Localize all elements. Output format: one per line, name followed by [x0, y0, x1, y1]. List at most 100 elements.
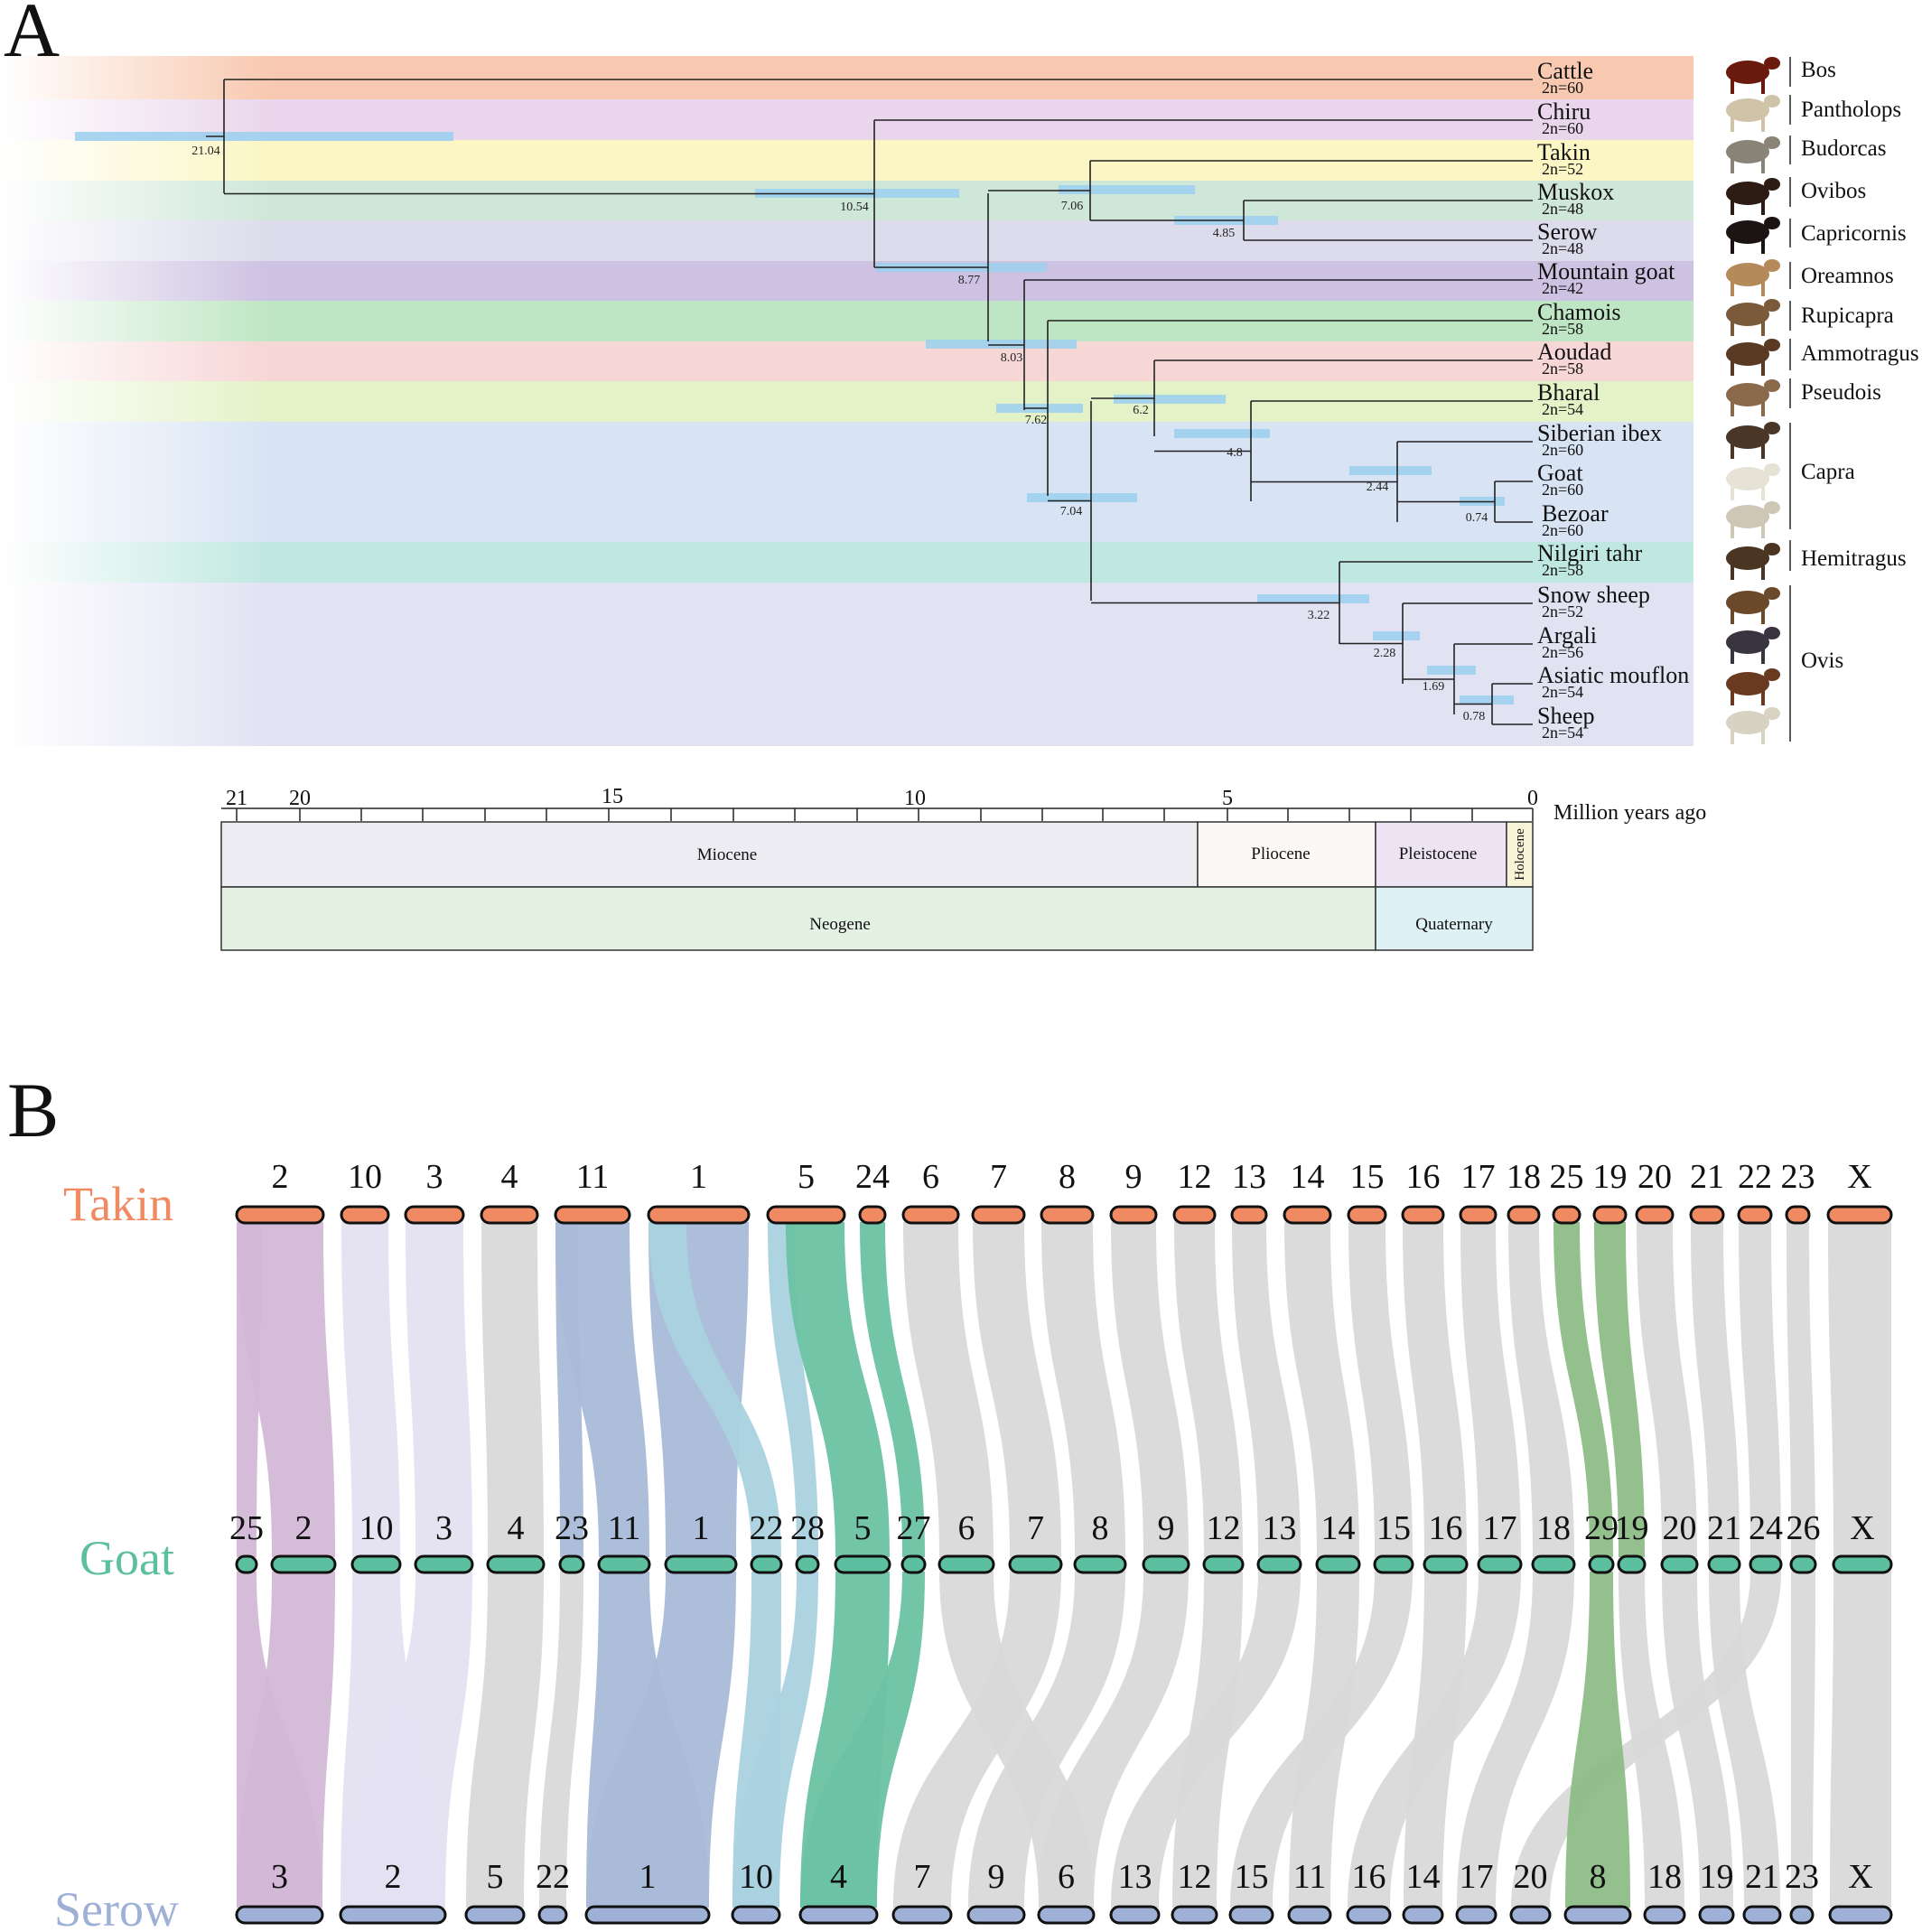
chromosome-number: 17 — [1483, 1509, 1517, 1547]
tick-15: 15 — [602, 785, 623, 808]
chromosome — [339, 1905, 447, 1925]
chromosome — [597, 1554, 651, 1574]
chromosome-number: X — [1848, 1858, 1872, 1896]
chromosome — [235, 1554, 258, 1574]
chromosome — [1315, 1554, 1361, 1574]
synteny-ribbon — [648, 1222, 781, 1557]
animal-body — [1726, 140, 1769, 163]
animal-leg — [1731, 402, 1734, 416]
synteny-ribbon — [1565, 1572, 1630, 1908]
chromosome-number: 10 — [348, 1158, 382, 1196]
animal-icon — [1726, 379, 1780, 416]
chromosome-number: X — [1850, 1509, 1874, 1547]
chromosome-number: 15 — [1350, 1158, 1385, 1196]
synteny-ribbon — [903, 1222, 994, 1557]
chromosome-number: 24 — [1749, 1509, 1783, 1547]
chromosome-number: 9 — [988, 1858, 1005, 1896]
ci-bar — [1427, 666, 1476, 675]
chromosome — [1737, 1205, 1773, 1225]
synteny-ribbon — [1739, 1222, 1781, 1557]
chromosome — [1789, 1905, 1815, 1925]
chromosome — [1402, 1905, 1444, 1925]
genus-name: Pseudois — [1801, 380, 1881, 405]
chromosome-number: 20 — [1637, 1158, 1672, 1196]
animal-head — [1764, 422, 1780, 434]
chromosome — [1785, 1205, 1811, 1225]
synteny-ribbon — [1828, 1222, 1891, 1557]
animal-leg — [1731, 79, 1734, 94]
chromosome — [464, 1905, 526, 1925]
label-neogene: Neogene — [809, 915, 871, 934]
chromosome-number: 12 — [1178, 1858, 1212, 1896]
animal-leg — [1731, 610, 1734, 624]
chromosome — [1040, 1205, 1095, 1225]
animal-leg — [1761, 565, 1765, 580]
ci-bar — [1174, 429, 1270, 438]
animal-leg — [1761, 117, 1765, 132]
node-age-label: 8.77 — [958, 274, 981, 287]
animal-body — [1726, 383, 1769, 406]
taxon-karyotype: 2n=54 — [1542, 683, 1583, 701]
animal-head — [1764, 259, 1780, 272]
synteny-ribbon — [341, 1222, 400, 1557]
animal-head — [1764, 136, 1780, 149]
node-age-label: 7.62 — [1025, 414, 1048, 427]
chromosome-number: 23 — [1785, 1858, 1819, 1896]
chromosome-number: 1 — [690, 1158, 707, 1196]
phylogenetic-tree — [206, 79, 1533, 725]
chromosome-number: 6 — [1058, 1858, 1075, 1896]
taxon-karyotype: 2n=58 — [1542, 320, 1583, 338]
chromosome — [340, 1205, 390, 1225]
chromosome — [480, 1205, 539, 1225]
tick-21: 21 — [226, 787, 247, 810]
tick-5: 5 — [1222, 787, 1233, 810]
chromosome — [798, 1905, 879, 1925]
ci-bar — [1460, 695, 1514, 705]
chromosome-number: 14 — [1291, 1158, 1325, 1196]
animal-body — [1726, 591, 1769, 614]
taxon-karyotype: 2n=60 — [1542, 481, 1583, 499]
ci-bar — [1114, 395, 1226, 404]
genus-name: Capricornis — [1801, 221, 1907, 246]
synteny-ribbon — [1457, 1572, 1574, 1908]
chromosome — [1507, 1205, 1541, 1225]
chromosome — [554, 1205, 631, 1225]
animal-icon — [1726, 501, 1780, 538]
animal-head — [1764, 707, 1780, 720]
chromosome-number: 7 — [914, 1858, 931, 1896]
chromosome-number: 15 — [1235, 1858, 1269, 1896]
period-neogene — [220, 886, 1376, 951]
chromosome — [1287, 1905, 1332, 1925]
animal-body — [1726, 630, 1769, 654]
animal-leg — [1761, 524, 1765, 538]
animal-leg — [1761, 486, 1765, 500]
chromosome-number: X — [1847, 1158, 1871, 1196]
synteny-ribbon — [237, 1222, 262, 1557]
chromosome — [1689, 1205, 1725, 1225]
chromosome — [1423, 1554, 1469, 1574]
animal-leg — [1761, 282, 1765, 296]
animal-head — [1764, 463, 1780, 476]
chromosome — [750, 1554, 783, 1574]
animal-body — [1726, 98, 1769, 122]
synteny-ribbon — [1511, 1572, 1781, 1908]
chromosome — [1008, 1554, 1063, 1574]
chromosome-number: 24 — [855, 1158, 890, 1196]
chromosome-number: 22 — [750, 1509, 784, 1547]
chromosome-number: 5 — [798, 1158, 815, 1196]
chromosome — [938, 1554, 995, 1574]
taxon-name: Serow — [1537, 219, 1598, 245]
synteny-ribbon — [1041, 1222, 1125, 1557]
species-label-goat: Goat — [79, 1531, 174, 1585]
animal-head — [1764, 339, 1780, 351]
axis-ticks — [236, 808, 1534, 821]
synteny-ribbon — [800, 1572, 925, 1908]
chromosome — [350, 1554, 402, 1574]
taxon-name: Sheep — [1537, 703, 1595, 729]
chromosome — [1698, 1905, 1735, 1925]
label-miocene: Miocene — [697, 845, 757, 864]
animal-icon — [1726, 136, 1780, 173]
taxon-karyotype: 2n=58 — [1542, 359, 1583, 378]
taxon-karyotype: 2n=42 — [1542, 279, 1583, 297]
